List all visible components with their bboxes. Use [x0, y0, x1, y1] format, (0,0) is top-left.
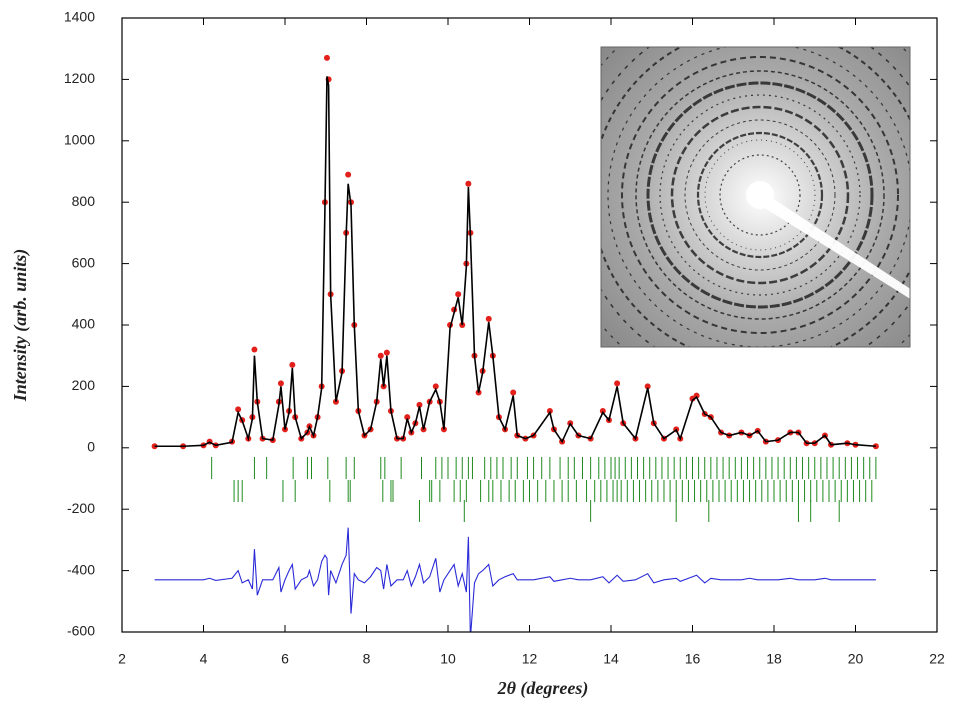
x-tick-label: 6 [281, 651, 289, 667]
observed-point [384, 350, 390, 356]
y-tick-label: -400 [67, 561, 95, 577]
observed-point [278, 380, 284, 386]
x-axis-title: 2θ (degrees) [497, 678, 589, 699]
y-tick-label: 200 [72, 377, 96, 393]
x-tick-label: 20 [848, 651, 864, 667]
observed-point [345, 172, 351, 178]
x-tick-label: 16 [685, 651, 701, 667]
observed-point [465, 181, 471, 187]
y-tick-label: 400 [72, 316, 96, 332]
x-tick-label: 8 [363, 651, 371, 667]
x-tick-label: 18 [766, 651, 782, 667]
difference-line [155, 528, 876, 639]
y-tick-label: 1200 [64, 70, 95, 86]
x-tick-label: 10 [440, 651, 456, 667]
observed-point [324, 55, 330, 61]
y-axis-title: Intensity (arb. units) [10, 249, 31, 403]
y-tick-label: 600 [72, 254, 96, 270]
x-tick-label: 4 [200, 651, 208, 667]
y-tick-label: 1000 [64, 132, 95, 148]
observed-point [251, 347, 257, 353]
x-tick-label: 14 [603, 651, 619, 667]
observed-point [289, 362, 295, 368]
observed-point [486, 316, 492, 322]
y-tick-label: -600 [67, 623, 95, 639]
y-tick-label: 0 [87, 439, 95, 455]
x-tick-label: 22 [929, 651, 945, 667]
observed-point [378, 353, 384, 359]
observed-point [510, 390, 516, 396]
chart: 2 4 6 8 10 12 14 16 18 20 22 -600 -400 -200 0 200 400 600… [0, 0, 953, 711]
observed-point [455, 291, 461, 297]
x-tick-label: 12 [522, 651, 538, 667]
x-tick-label: 2 [118, 651, 126, 667]
y-tick-label: 800 [72, 193, 96, 209]
beam-center [746, 181, 774, 209]
diffraction-image [555, 0, 953, 400]
y-tick-label: 1400 [64, 9, 95, 25]
observed-point [614, 380, 620, 386]
y-tick-label: -200 [67, 500, 95, 516]
